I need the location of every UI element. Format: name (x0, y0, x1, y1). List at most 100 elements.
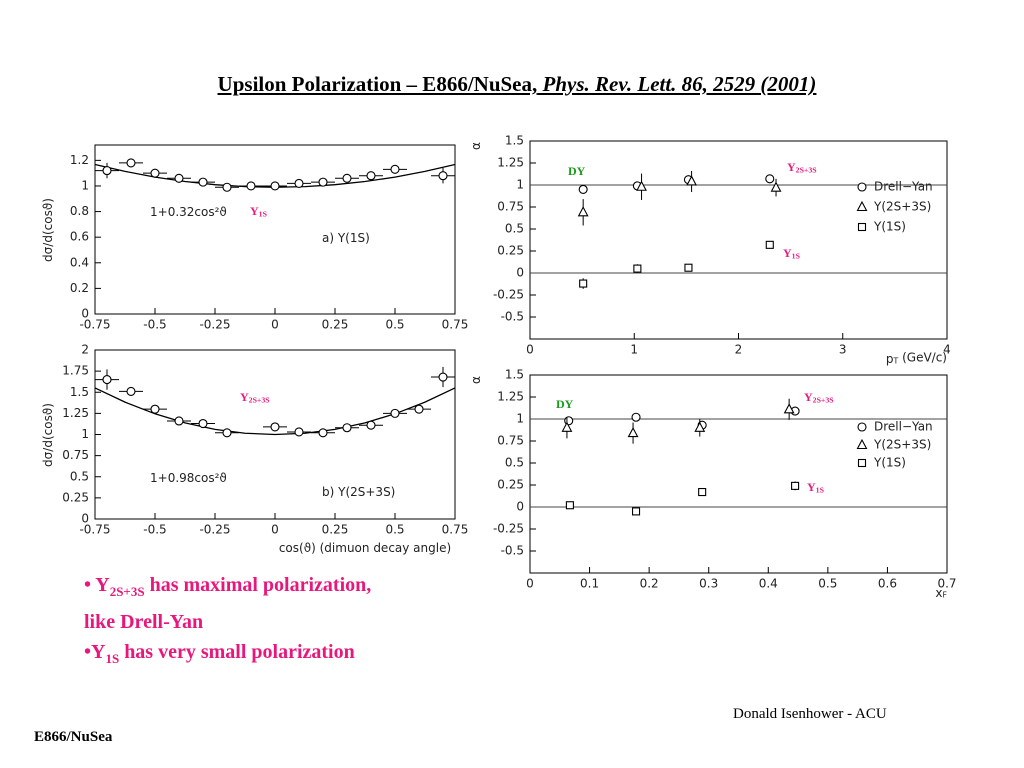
plot-frame (529, 140, 948, 340)
x-tick-label: 1 (630, 343, 638, 357)
y-tick-label: 0.4 (70, 255, 89, 269)
x-axis-label: pT (GeV/c) (886, 350, 947, 366)
x-tick-label: 0 (271, 318, 279, 332)
marker-circle (174, 173, 184, 183)
y-tick-label: 0.25 (62, 490, 89, 504)
y-tick-label: 0.8 (70, 204, 89, 218)
y-tick-label: 0 (516, 500, 524, 514)
label-part: 1+0.32cos²ϑ (150, 205, 227, 219)
y-tick-label: 1.5 (505, 368, 524, 382)
bullet-text: •Y (84, 641, 106, 663)
marker-square (579, 279, 588, 288)
x-tick-label: 0 (526, 577, 534, 591)
x-tick-label: 0.5 (385, 523, 404, 537)
annotation: b) Υ(2S+3S) (322, 485, 395, 499)
marker-square (684, 263, 693, 272)
y-tick-label: 0.6 (70, 230, 89, 244)
label-part: α (469, 376, 483, 384)
marker-circle (246, 181, 256, 191)
x-tick-label: 0.1 (580, 577, 599, 591)
label-part: Y (804, 390, 813, 404)
label-part: 1+0.98cos²ϑ (150, 471, 227, 485)
label-part: a) Υ(1S) (322, 231, 370, 245)
label-part: b) Υ(2S+3S) (322, 485, 395, 499)
x-tick-label: 0.5 (818, 577, 837, 591)
y-tick-label: 1 (516, 178, 524, 192)
y-tick-label: 0 (81, 307, 89, 321)
bullet-text: • Y (84, 574, 110, 596)
x-axis-label: xF (935, 586, 947, 600)
subscript: 2S+3S (813, 396, 834, 405)
annotation: Y1S (250, 204, 267, 219)
annotation: a) Υ(1S) (322, 231, 370, 245)
y-axis-label: dσ/d(cosϑ) (41, 403, 55, 467)
marker-square (765, 240, 774, 249)
marker-square (857, 458, 867, 468)
marker-circle (366, 171, 376, 181)
x-tick-label: 4 (943, 343, 951, 357)
marker-circle (294, 427, 304, 437)
marker-circle (438, 372, 448, 382)
y-tick-label: 0 (81, 512, 89, 526)
x-tick-label: 0.5 (385, 318, 404, 332)
legend-label: Υ(1S) (873, 456, 906, 470)
marker-circle (857, 182, 867, 192)
y-tick-label: -0.5 (501, 310, 524, 324)
marker-circle (414, 404, 424, 414)
legend-label: Υ(2S+3S) (873, 200, 931, 214)
y-tick-label: -0.5 (501, 544, 524, 558)
marker-circle (578, 184, 588, 194)
bullet-sub: 1S (105, 651, 120, 666)
legend-label: Drell−Yan (874, 420, 933, 434)
label-part: dσ/d(cosϑ) (41, 198, 55, 262)
marker-circle (150, 404, 160, 414)
marker-circle (102, 166, 112, 176)
label-part: DY (556, 397, 574, 411)
y-tick-label: 1.25 (62, 406, 89, 420)
y-tick-label: 0.75 (62, 448, 89, 462)
subscript: 2S+3S (796, 166, 817, 175)
x-tick-label: 2 (735, 343, 743, 357)
y-tick-label: 0.2 (70, 281, 89, 295)
marker-circle (270, 181, 280, 191)
marker-circle (342, 173, 352, 183)
x-tick-label: -0.75 (79, 318, 110, 332)
y-tick-label: 1.75 (62, 364, 89, 378)
marker-circle (198, 418, 208, 429)
x-tick-label: 0.7 (937, 577, 956, 591)
label-part: cos(ϑ) (dimuon decay angle) (279, 541, 451, 555)
marker-circle (150, 168, 160, 178)
x-tick-label: 0 (526, 343, 534, 357)
marker-square (633, 264, 642, 273)
marker-triangle (783, 403, 795, 414)
marker-square (565, 501, 574, 510)
annotation: Y2S+3S (804, 390, 834, 405)
marker-circle (270, 422, 280, 432)
annotation: Y1S (783, 246, 800, 261)
x-tick-label: 0.25 (322, 523, 349, 537)
x-tick-label: 0.4 (759, 577, 778, 591)
subscript: T (893, 357, 899, 366)
label-part: p (886, 352, 894, 366)
footer-author: Donald Isenhower - ACU (733, 706, 887, 722)
marker-circle (765, 174, 775, 184)
marker-triangle (856, 438, 868, 450)
label-part: Y (783, 246, 792, 260)
x-tick-label: 0.6 (878, 577, 897, 591)
marker-square (791, 481, 800, 490)
annotation: DY (556, 397, 574, 411)
y-tick-label: 1.5 (70, 385, 89, 399)
subscript: 1S (816, 486, 824, 495)
legend-label: Drell−Yan (874, 180, 933, 194)
label-part: (GeV/c) (898, 350, 947, 364)
bullet-text: has maximal polarization, (144, 574, 372, 596)
y-tick-label: 1.5 (505, 134, 524, 148)
y-tick-label: 0.25 (497, 478, 524, 492)
x-tick-label: 3 (839, 343, 847, 357)
y-tick-label: 0.5 (70, 469, 89, 483)
marker-circle (318, 428, 328, 438)
subscript: 1S (259, 210, 267, 219)
x-tick-label: 0.25 (322, 318, 349, 332)
